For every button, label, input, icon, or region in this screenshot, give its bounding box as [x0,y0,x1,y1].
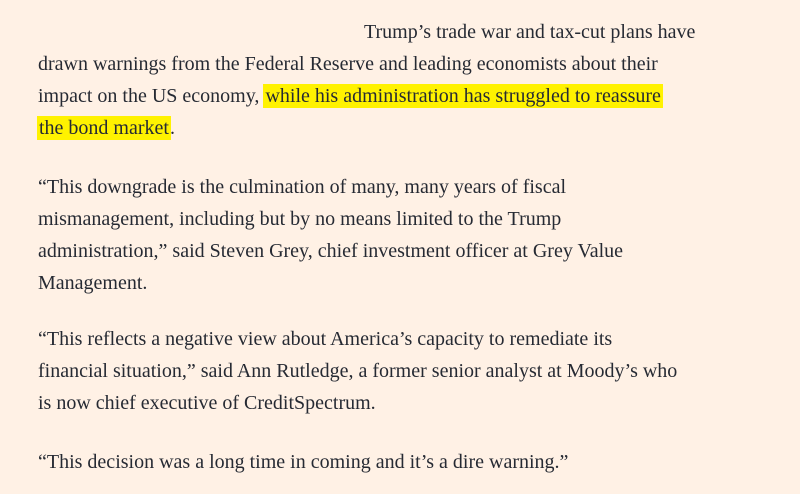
paragraph-line: is now chief executive of CreditSpectrum… [38,392,376,414]
paragraph-text: . [169,117,175,139]
paragraph-line: “This downgrade is the culmination of ma… [38,176,566,198]
paragraph-line: Trump’s trade war and tax-cut plans have [364,21,696,43]
highlighted-text: the bond market [38,117,170,139]
paragraph-line: mismanagement, including but by no means… [38,208,562,230]
paragraph-text: impact on the US economy, [38,85,265,107]
highlighted-text: while his administration has struggled t… [264,85,662,107]
paragraph-line: “This decision was a long time in coming… [38,451,569,473]
paragraph-line: Management. [38,272,148,294]
paragraph-line: the bond market. [38,114,175,142]
paragraph-line: financial situation,” said Ann Rutledge,… [38,360,678,382]
paragraph-line: “This reflects a negative view about Ame… [38,328,613,350]
paragraph-line: drawn warnings from the Federal Reserve … [38,53,658,75]
paragraph-line: impact on the US economy, while his admi… [38,82,662,110]
paragraph-line: administration,” said Steven Grey, chief… [38,240,623,262]
